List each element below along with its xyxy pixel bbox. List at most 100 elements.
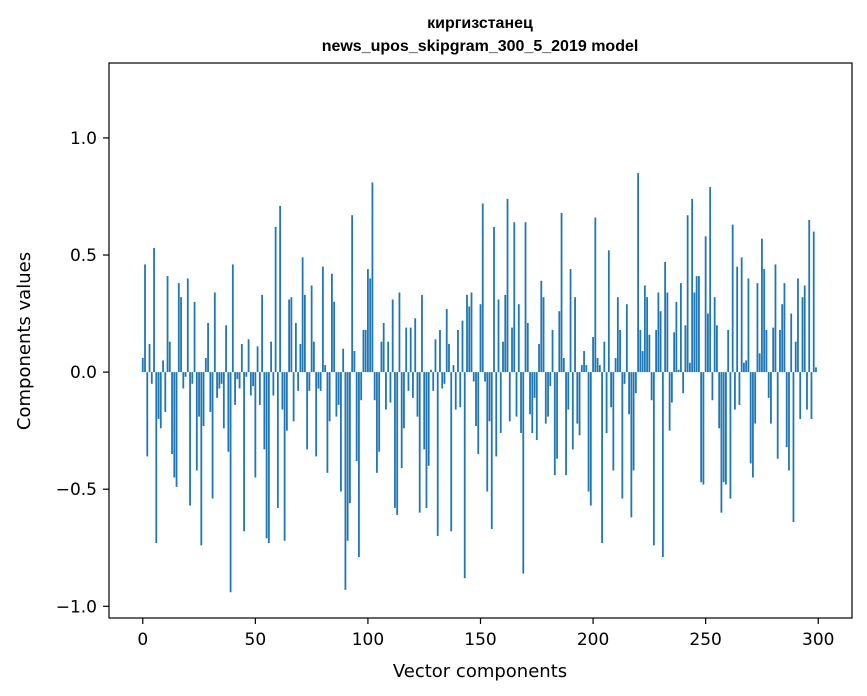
bar-224 [646, 297, 649, 373]
bar-174 [533, 372, 536, 398]
bar-20 [186, 278, 189, 373]
bar-154 [488, 372, 491, 422]
bar-200 [592, 336, 594, 373]
bar-108 [385, 372, 387, 410]
bar-183 [553, 372, 556, 476]
x-tick-label: 200 [577, 630, 609, 650]
bar-262 [731, 224, 734, 373]
bar-125 [423, 372, 426, 450]
bar-81 [324, 365, 327, 373]
bar-63 [283, 372, 286, 541]
bar-188 [565, 372, 567, 476]
bar-40 [231, 264, 234, 373]
bar-15 [175, 372, 178, 487]
y-tick-label: 0.0 [70, 363, 97, 383]
bar-46 [245, 372, 248, 377]
y-tick-label: 0.5 [70, 246, 97, 266]
bar-2 [146, 372, 149, 457]
bar-290 [794, 341, 797, 373]
bar-206 [605, 372, 608, 433]
y-tick-label: −1.0 [56, 597, 97, 617]
bar-54 [263, 372, 266, 450]
bar-129 [432, 372, 435, 391]
x-tick-label: 150 [464, 630, 496, 650]
bar-94 [353, 351, 356, 373]
bar-248 [700, 372, 703, 483]
bar-14 [173, 372, 176, 478]
bar-274 [758, 353, 761, 373]
bar-209 [612, 372, 615, 471]
bar-155 [490, 372, 493, 530]
bar-236 [673, 332, 676, 373]
bar-84 [331, 273, 333, 373]
bar-156 [493, 226, 495, 373]
bar-180 [547, 372, 549, 417]
bar-92 [349, 372, 351, 504]
bar-97 [360, 372, 363, 401]
x-axis-ticks: 0 50 100 150 200 250 300 [137, 618, 834, 650]
bar-139 [454, 372, 457, 410]
bar-138 [452, 365, 455, 373]
bar-80 [321, 266, 324, 373]
bar-254 [713, 297, 716, 373]
bar-228 [655, 329, 658, 373]
bar-146 [470, 292, 473, 373]
bar-185 [558, 311, 561, 373]
bar-145 [468, 306, 471, 373]
bar-121 [414, 318, 417, 373]
bar-227 [652, 372, 655, 546]
bar-57 [270, 341, 273, 373]
bar-247 [698, 276, 700, 373]
bar-191 [571, 372, 574, 450]
bar-141 [459, 372, 462, 408]
bar-192 [574, 297, 576, 373]
bar-123 [418, 372, 421, 513]
bar-169 [522, 372, 525, 574]
bar-182 [551, 329, 554, 373]
bar-66 [290, 297, 293, 373]
bar-110 [389, 372, 392, 403]
bar-270 [749, 372, 752, 464]
bar-279 [770, 372, 772, 424]
bar-131 [436, 372, 439, 537]
bar-85 [333, 301, 336, 373]
bar-204 [601, 372, 603, 544]
bar-105 [378, 372, 381, 452]
bar-216 [628, 372, 630, 415]
x-tick-label: 300 [802, 630, 834, 650]
bar-292 [799, 372, 802, 419]
bar-11 [166, 276, 169, 373]
bar-122 [416, 372, 419, 417]
bar-49 [252, 372, 254, 387]
bar-142 [461, 320, 464, 373]
bar-41 [234, 372, 236, 405]
bar-277 [765, 329, 768, 373]
bar-271 [752, 372, 754, 478]
bar-291 [797, 278, 799, 373]
bar-214 [623, 372, 626, 384]
bar-83 [328, 372, 331, 422]
bar-231 [661, 372, 664, 558]
bar-186 [560, 212, 563, 373]
bar-89 [342, 348, 345, 373]
bar-283 [779, 329, 781, 373]
y-tick-label: −0.5 [56, 480, 97, 500]
bar-38 [227, 372, 230, 452]
bar-172 [529, 372, 531, 415]
bar-196 [583, 351, 585, 373]
bar-217 [630, 372, 633, 518]
bar-124 [421, 294, 423, 373]
bar-25 [198, 372, 200, 417]
bar-256 [718, 372, 721, 429]
bar-90 [344, 372, 347, 590]
bar-167 [517, 304, 520, 373]
bar-101 [369, 278, 372, 373]
bar-48 [249, 372, 252, 396]
bar-157 [495, 372, 498, 457]
bar-39 [229, 372, 232, 593]
bar-243 [688, 362, 691, 373]
bar-79 [319, 372, 322, 391]
bar-67 [292, 372, 295, 422]
bar-130 [434, 339, 437, 373]
bar-31 [211, 372, 214, 499]
